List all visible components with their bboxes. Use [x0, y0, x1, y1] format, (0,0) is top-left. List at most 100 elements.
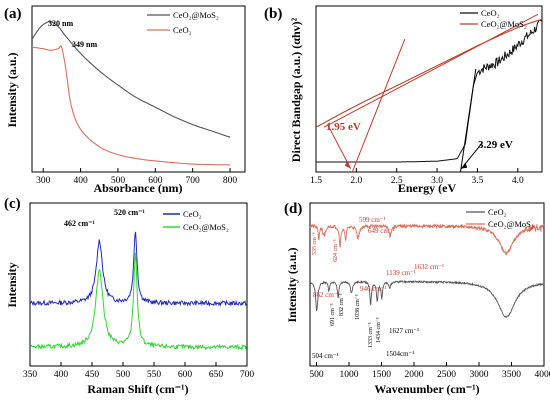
- panel-c-letter: (c): [4, 196, 21, 212]
- annot-d-1038: 1038 cm⁻¹: [355, 294, 361, 320]
- series-line-ceo2-mos2: [29, 252, 247, 352]
- panel-d-letter: (d): [284, 201, 302, 217]
- panel-d-legend: CeO₂ CeO₂@MoS₂: [466, 207, 534, 229]
- x-tick-label: 4.0: [512, 176, 524, 186]
- panel-a-frame: [31, 5, 246, 173]
- legend-label-ceo2-mos2: CeO₂@MoS₂: [488, 219, 534, 229]
- annot-d-1632: 1632 cm⁻¹: [414, 263, 444, 271]
- x-tick-label: 3.0: [431, 176, 443, 186]
- annot-520: 520 cm⁻¹: [114, 208, 145, 217]
- panel-c-legend: CeO₂ CeO₂@MoS₂: [163, 209, 229, 232]
- panel-c-xlabel: Raman Shift (cm⁻¹): [87, 382, 188, 396]
- panel-a-letter: (a): [4, 6, 22, 22]
- series-line-ceo2: [29, 231, 247, 307]
- tangent-line-black: [459, 69, 477, 173]
- annot-d-535: 535 cm⁻¹: [312, 232, 318, 255]
- panel-c-ylabel: Intensity: [5, 262, 19, 307]
- x-tick-label: 2.0: [350, 176, 362, 186]
- series-line-ceo2: [309, 279, 545, 319]
- annot-d-1333: 1333 cm⁻¹: [368, 322, 374, 348]
- annot-462: 462 cm⁻¹: [64, 219, 95, 228]
- panel-a: (a) Absorbance (nm) Intensity (a.u.) 300…: [4, 5, 246, 195]
- legend-label-ceo2: CeO₂: [173, 25, 192, 35]
- legend-label-ceo2-mos2: CeO₂@MoS₂: [173, 10, 219, 20]
- panel-b-letter: (b): [264, 6, 282, 22]
- x-tick-label: 450: [85, 370, 100, 380]
- series-line-ceo2: [31, 45, 231, 166]
- x-tick-label: 1000: [340, 370, 359, 380]
- series-line-ceo2-mos2: [309, 223, 545, 255]
- panel-b-frame: [315, 5, 543, 173]
- annot-d-946: 946 cm⁻¹: [360, 285, 387, 293]
- panel-a-xlabel: Absorbance (nm): [94, 181, 183, 195]
- panel-d: (d) Wavenumber (cm⁻¹) Intensity (a.u.) 5…: [284, 201, 550, 396]
- panel-a-lines: [31, 21, 231, 166]
- annot-d-1139: 1139 cm⁻¹: [386, 269, 416, 277]
- x-tick-label: 300: [36, 176, 51, 186]
- annot-1-95ev: 1.95 eV: [326, 121, 361, 133]
- x-tick-label: 1500: [372, 370, 391, 380]
- annot-320nm: 320 nm: [48, 19, 73, 28]
- x-tick-label: 3.5: [471, 176, 483, 186]
- tangent-line-red: [323, 13, 539, 128]
- x-tick-label: 500: [116, 370, 131, 380]
- series-line-ceo2-mos2: [315, 18, 543, 128]
- panel-d-xlabel: Wavenumber (cm⁻¹): [374, 382, 479, 396]
- annot-d-832: 832 cm⁻¹: [339, 293, 345, 316]
- x-tick-label: 700: [240, 370, 255, 380]
- annot-349nm: 349 nm: [72, 40, 97, 49]
- x-tick-label: 600: [178, 370, 193, 380]
- panel-b-xlabel: Energy (eV: [398, 181, 457, 195]
- panel-c-frame: [29, 202, 248, 367]
- x-tick-label: 400: [54, 370, 69, 380]
- annot-d-504: 504 cm⁻¹: [312, 352, 339, 360]
- x-tick-label: 1.5: [310, 176, 322, 186]
- x-tick-label: 500: [309, 370, 324, 380]
- annot-d-599: 599 cm⁻¹: [359, 216, 386, 224]
- x-tick-label: 600: [148, 176, 163, 186]
- x-tick-label: 650: [209, 370, 224, 380]
- annot-d-1627: 1627 cm⁻¹: [389, 327, 419, 335]
- panel-b-ticks: 1.5 2.0 2.5 3.0 3.5 4.0: [310, 168, 524, 186]
- legend-label-ceo2-mos2: CeO₂@MoS₂: [183, 222, 229, 232]
- legend-label-ceo2: CeO₂: [488, 207, 507, 217]
- legend-label-ceo2: CeO₂: [481, 8, 500, 18]
- x-tick-label: 3000: [470, 370, 489, 380]
- x-tick-label: 700: [186, 176, 201, 186]
- series-line-ceo2-mos2: [31, 21, 231, 138]
- x-tick-label: 800: [223, 176, 238, 186]
- x-tick-label: 2500: [437, 370, 456, 380]
- x-tick-label: 350: [23, 370, 38, 380]
- x-tick-label: 4000: [535, 370, 550, 380]
- panel-b-legend: CeO₂ CeO₂@MoS₂: [460, 8, 527, 29]
- panel-b-lines: [315, 13, 543, 173]
- x-tick-label: 3500: [502, 370, 521, 380]
- annot-d-649: 649 cm⁻¹: [368, 227, 395, 235]
- arrow-1-95: [327, 125, 352, 169]
- legend-label-ceo2-mos2: CeO₂@MoS₂: [481, 19, 527, 29]
- annot-d-1504: 1504cm⁻¹: [386, 350, 414, 358]
- x-tick-label: 400: [73, 176, 88, 186]
- arrowhead-1-95: [344, 160, 351, 169]
- arrowhead-3-29: [461, 162, 468, 169]
- panel-c: (c) Raman Shift (cm⁻¹) Intensity 350 400 4…: [4, 196, 254, 396]
- annot-3-29ev: 3.29 eV: [478, 139, 513, 151]
- panel-d-ylabel: Intensity (a.u.): [285, 247, 299, 322]
- x-tick-label: 500: [111, 176, 126, 186]
- panel-c-lines: [29, 231, 247, 352]
- panel-a-legend: CeO₂@MoS₂ CeO₂: [147, 10, 219, 35]
- panel-c-ticks: 350 400 450 500 550 600 650 700: [23, 362, 255, 380]
- panel-d-ticks: 500 1000 1500 2000 2500 3000 3500 4000: [309, 362, 550, 380]
- annot-d-1434: 1434 cm⁻¹: [376, 317, 382, 343]
- x-tick-label: 2000: [405, 370, 424, 380]
- x-tick-label: 2.5: [391, 176, 403, 186]
- annot-d-624: 624 cm⁻¹: [333, 239, 339, 262]
- annot-d-691: 691 cm⁻¹: [330, 303, 336, 326]
- panel-a-ticks: 300 400 500 600 700 800: [36, 168, 237, 186]
- series-line-ceo2: [316, 19, 543, 163]
- tangent-line-red-steep: [351, 39, 406, 173]
- panel-a-ylabel: Intensity (a.u.): [5, 52, 19, 127]
- panel-b: (b) Energy (eV Direct Bandgap (a.u.) (αh…: [264, 5, 543, 195]
- panel-b-ylabel: Direct Bandgap (a.u.) (αhv)²: [289, 17, 303, 162]
